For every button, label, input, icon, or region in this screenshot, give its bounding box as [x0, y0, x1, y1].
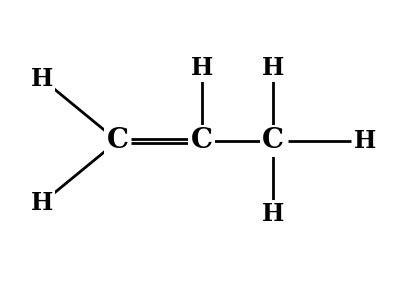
Text: C: C: [107, 127, 129, 155]
Text: H: H: [31, 67, 53, 91]
Text: H: H: [31, 191, 53, 215]
Text: C: C: [191, 127, 213, 155]
Text: H: H: [262, 202, 284, 226]
Text: C: C: [262, 127, 284, 155]
Text: H: H: [262, 56, 284, 80]
Text: H: H: [354, 129, 377, 153]
Text: H: H: [190, 56, 213, 80]
